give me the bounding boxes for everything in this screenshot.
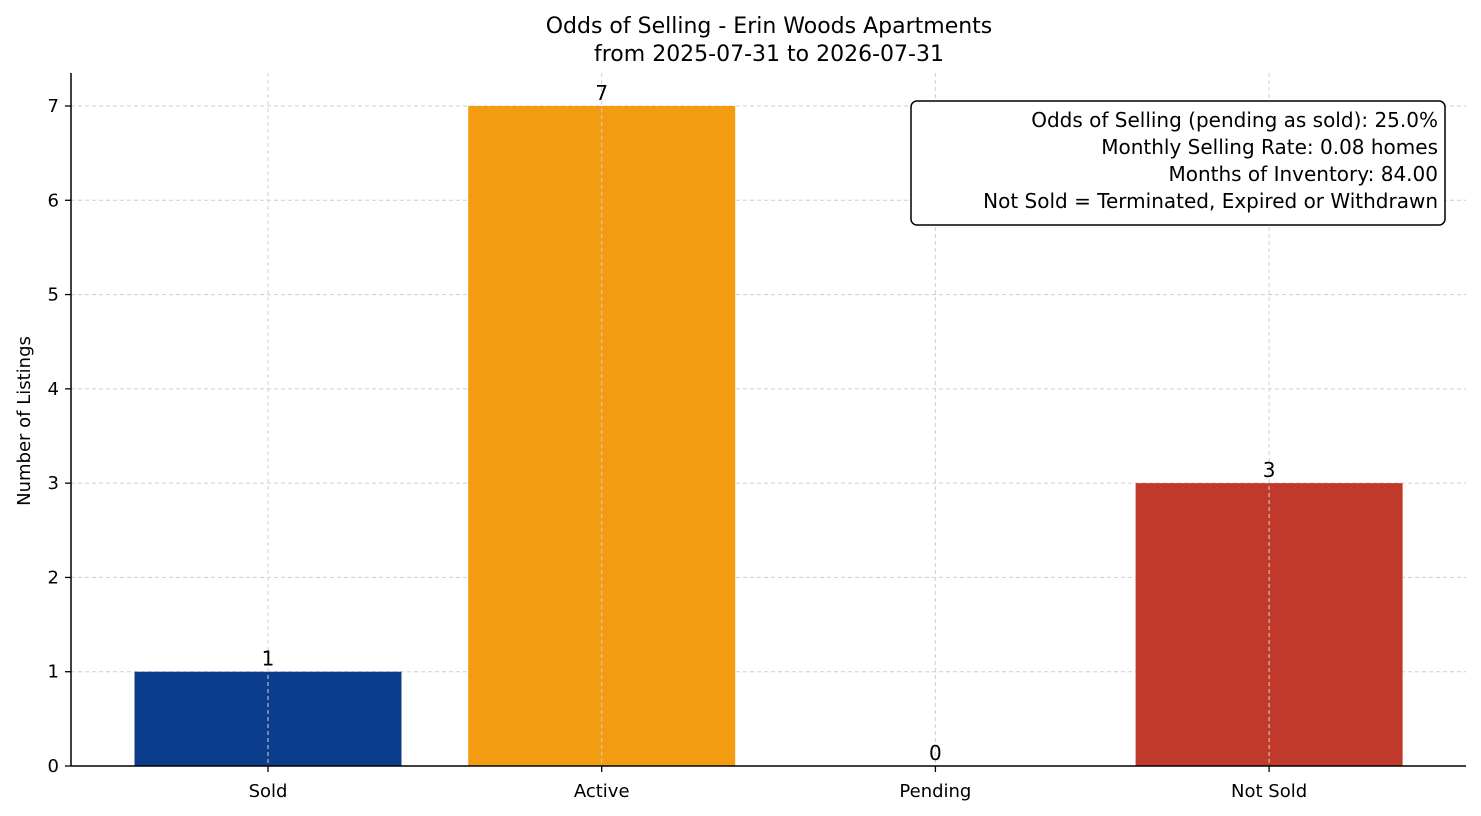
- y-tick-label: 6: [48, 190, 59, 211]
- annotation-line: Months of Inventory: 84.00: [1168, 162, 1438, 186]
- y-tick-label: 0: [48, 756, 59, 777]
- annotation-line: Not Sold = Terminated, Expired or Withdr…: [983, 189, 1438, 213]
- y-tick-label: 7: [48, 96, 59, 117]
- x-tick-label: Not Sold: [1231, 781, 1307, 802]
- bar-value-label: 7: [595, 81, 608, 105]
- bars: [134, 73, 1403, 766]
- y-tick-label: 4: [48, 379, 59, 400]
- y-tick-label: 1: [48, 662, 59, 683]
- chart-subtitle: from 2025-07-31 to 2026-07-31: [594, 42, 944, 67]
- y-tick-label: 5: [48, 285, 59, 306]
- stats-annotation-box: Odds of Selling (pending as sold): 25.0%…: [910, 100, 1446, 226]
- bar-active: [468, 106, 736, 766]
- bar-not-sold: [1135, 483, 1403, 766]
- y-tick-label: 2: [48, 567, 59, 588]
- x-tick-label: Pending: [899, 781, 971, 802]
- tick-labels: 0 1 2 3 4 5 6 7 Sold Active Pending Not Sold: [48, 96, 1308, 802]
- y-tick-label: 3: [48, 473, 59, 494]
- annotation-line: Monthly Selling Rate: 0.08 homes: [1101, 135, 1438, 159]
- bar-value-label: 1: [262, 647, 275, 671]
- chart-title: Odds of Selling - Erin Woods Apartments: [546, 14, 993, 39]
- y-axis-label: Number of Listings: [14, 336, 35, 506]
- axes: [65, 73, 1466, 772]
- bar-value-label: 0: [929, 741, 942, 765]
- annotation-box-frame: [910, 100, 1446, 226]
- x-tick-label: Active: [574, 781, 630, 802]
- x-tick-label: Sold: [249, 781, 288, 802]
- chart-title-group: Odds of Selling - Erin Woods Apartments …: [546, 14, 993, 67]
- annotation-line: Odds of Selling (pending as sold): 25.0%: [1031, 108, 1438, 132]
- bar-value-label: 3: [1263, 458, 1276, 482]
